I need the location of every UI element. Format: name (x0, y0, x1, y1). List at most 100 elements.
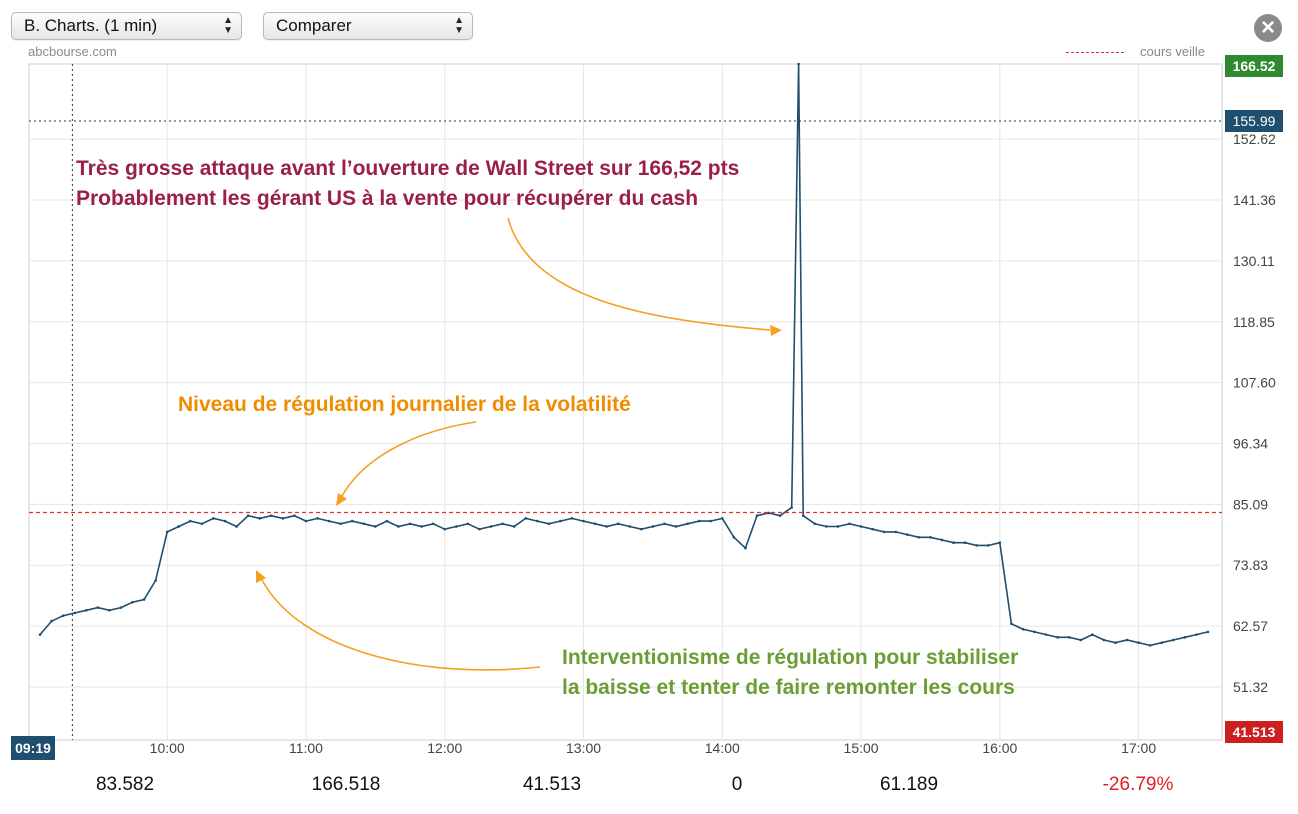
price-point (212, 517, 215, 520)
plot-area (28, 63, 1223, 741)
x-tick-label: 11:00 (289, 740, 323, 756)
price-point (952, 541, 955, 544)
price-point (1033, 630, 1036, 634)
price-point (455, 525, 458, 528)
arrow-to-spike (507, 217, 771, 331)
y-tick-label: 141.36 (1233, 192, 1276, 208)
price-point (96, 606, 100, 609)
arrow-head (336, 493, 347, 506)
annotation-attack-line1: Très grosse attaque avant l’ouverture de… (76, 157, 739, 180)
price-point (593, 522, 597, 526)
price-point (293, 514, 296, 517)
price-point (73, 611, 76, 615)
price-point (998, 541, 1002, 544)
legend-previous-close-label: cours veille (1140, 44, 1206, 59)
price-point (1114, 641, 1117, 645)
price-point (1137, 641, 1140, 645)
price-point (374, 525, 377, 528)
price-point (871, 527, 874, 531)
price-point (1195, 633, 1198, 636)
price-point (1206, 630, 1210, 634)
price-point (1010, 622, 1013, 626)
y-tick-label: 152.62 (1233, 131, 1276, 147)
stat-last: 61.189 (879, 774, 939, 795)
compare-select[interactable]: Comparer ▲ ▼ (263, 12, 473, 40)
price-point (663, 522, 666, 526)
price-point (940, 538, 944, 542)
price-point (1148, 644, 1152, 647)
price-point (697, 519, 701, 523)
price-point (466, 522, 470, 526)
price-point (882, 530, 886, 534)
price-point (732, 535, 736, 539)
price-point (304, 519, 308, 523)
price-point (744, 546, 747, 550)
price-point (177, 525, 181, 528)
price-point (986, 544, 990, 547)
select-arrows-icon: ▲ ▼ (223, 15, 233, 36)
price-point (1172, 638, 1175, 642)
stat-volume: 0 (731, 774, 743, 795)
price-point (559, 519, 562, 523)
price-point (246, 514, 250, 517)
price-point (836, 525, 840, 528)
high-badge (1225, 55, 1283, 77)
cursor-badge (1225, 110, 1283, 132)
y-tick-label: 107.60 (1233, 375, 1276, 391)
price-point (350, 519, 354, 523)
y-tick-label: 130.11 (1233, 253, 1275, 269)
x-tick-label: 17:00 (1121, 740, 1156, 756)
price-point (963, 541, 967, 544)
cursor-time-label: 09:19 (15, 740, 51, 756)
price-point (512, 525, 516, 528)
price-point (929, 535, 932, 539)
y-tick-label: 73.83 (1233, 557, 1268, 573)
price-point (154, 579, 157, 582)
price-point (50, 619, 53, 623)
price-point (223, 519, 227, 523)
price-point (778, 514, 782, 517)
price-point (1056, 636, 1059, 639)
price-point (605, 525, 608, 528)
price-point (894, 530, 898, 534)
select-arrows-icon: ▲ ▼ (454, 15, 464, 36)
price-point (651, 525, 655, 528)
price-point (339, 522, 342, 526)
stat-open: 83.582 (95, 774, 155, 795)
price-point (119, 606, 123, 609)
price-point (281, 517, 285, 520)
price-point (848, 522, 851, 526)
compare-select-label: Comparer (276, 16, 352, 35)
y-tick-label: 96.34 (1233, 436, 1268, 452)
annotation-regulation-level: Niveau de régulation journalier de la vo… (178, 393, 631, 416)
price-point (797, 62, 800, 66)
price-point (397, 525, 400, 528)
price-point (200, 522, 204, 526)
arrow-head (770, 325, 782, 336)
chart-type-select-label: B. Charts. (1 min) (24, 16, 158, 35)
cursor-badge-label: 155.99 (1233, 113, 1276, 129)
x-tick-label: 14:00 (705, 740, 740, 756)
x-tick-label: 13:00 (566, 740, 601, 756)
price-point (316, 517, 319, 520)
price-point (269, 514, 273, 517)
chart-type-select[interactable]: B. Charts. (1 min) ▲ ▼ (11, 12, 242, 40)
price-point (443, 527, 447, 531)
low-badge (1225, 721, 1283, 743)
arrow-to-regulation-level (341, 421, 477, 497)
price-point (547, 522, 551, 526)
price-point (524, 517, 528, 520)
watermark: abcbourse.com (28, 44, 117, 59)
price-point (616, 522, 620, 526)
price-point (1091, 633, 1094, 636)
price-point (975, 544, 979, 547)
price-point (84, 608, 88, 612)
close-icon[interactable]: × (1254, 14, 1282, 42)
price-point (408, 522, 412, 526)
price-point (570, 517, 574, 520)
x-tick-label: 15:00 (844, 740, 879, 756)
price-point (1079, 638, 1083, 642)
price-point (917, 535, 921, 539)
price-point (1044, 633, 1048, 636)
